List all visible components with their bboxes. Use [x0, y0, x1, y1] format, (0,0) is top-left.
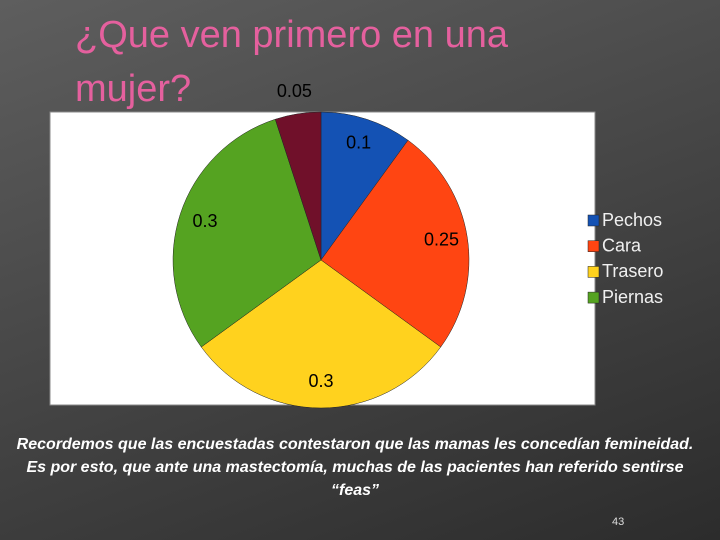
pie-slice: [274, 111, 322, 261]
pie-slice: [320, 111, 409, 261]
data-label: 0.05: [277, 81, 312, 101]
legend-label: Trasero: [602, 261, 663, 281]
pie-slice: [200, 259, 442, 409]
legend-swatch: [587, 291, 600, 304]
slide-title: ¿Que ven primero en una mujer?: [75, 14, 509, 110]
data-label: 0.3: [192, 211, 217, 231]
legend-label: Cara: [602, 235, 642, 255]
data-label: 0.1: [346, 133, 371, 153]
legend-swatch: [587, 240, 600, 252]
footnote: Recordemos que las encuestadas contestar…: [16, 436, 694, 499]
data-label: 0.3: [308, 371, 333, 391]
page-number: 43: [612, 516, 625, 528]
legend-label: Piernas: [602, 287, 663, 307]
pie-slice: [320, 139, 470, 348]
legend-swatch: [587, 214, 600, 227]
legend-label: Pechos: [602, 210, 662, 230]
pie-slice: [172, 118, 322, 348]
data-label: 0.25: [424, 230, 459, 250]
legend-swatch: [587, 266, 600, 278]
